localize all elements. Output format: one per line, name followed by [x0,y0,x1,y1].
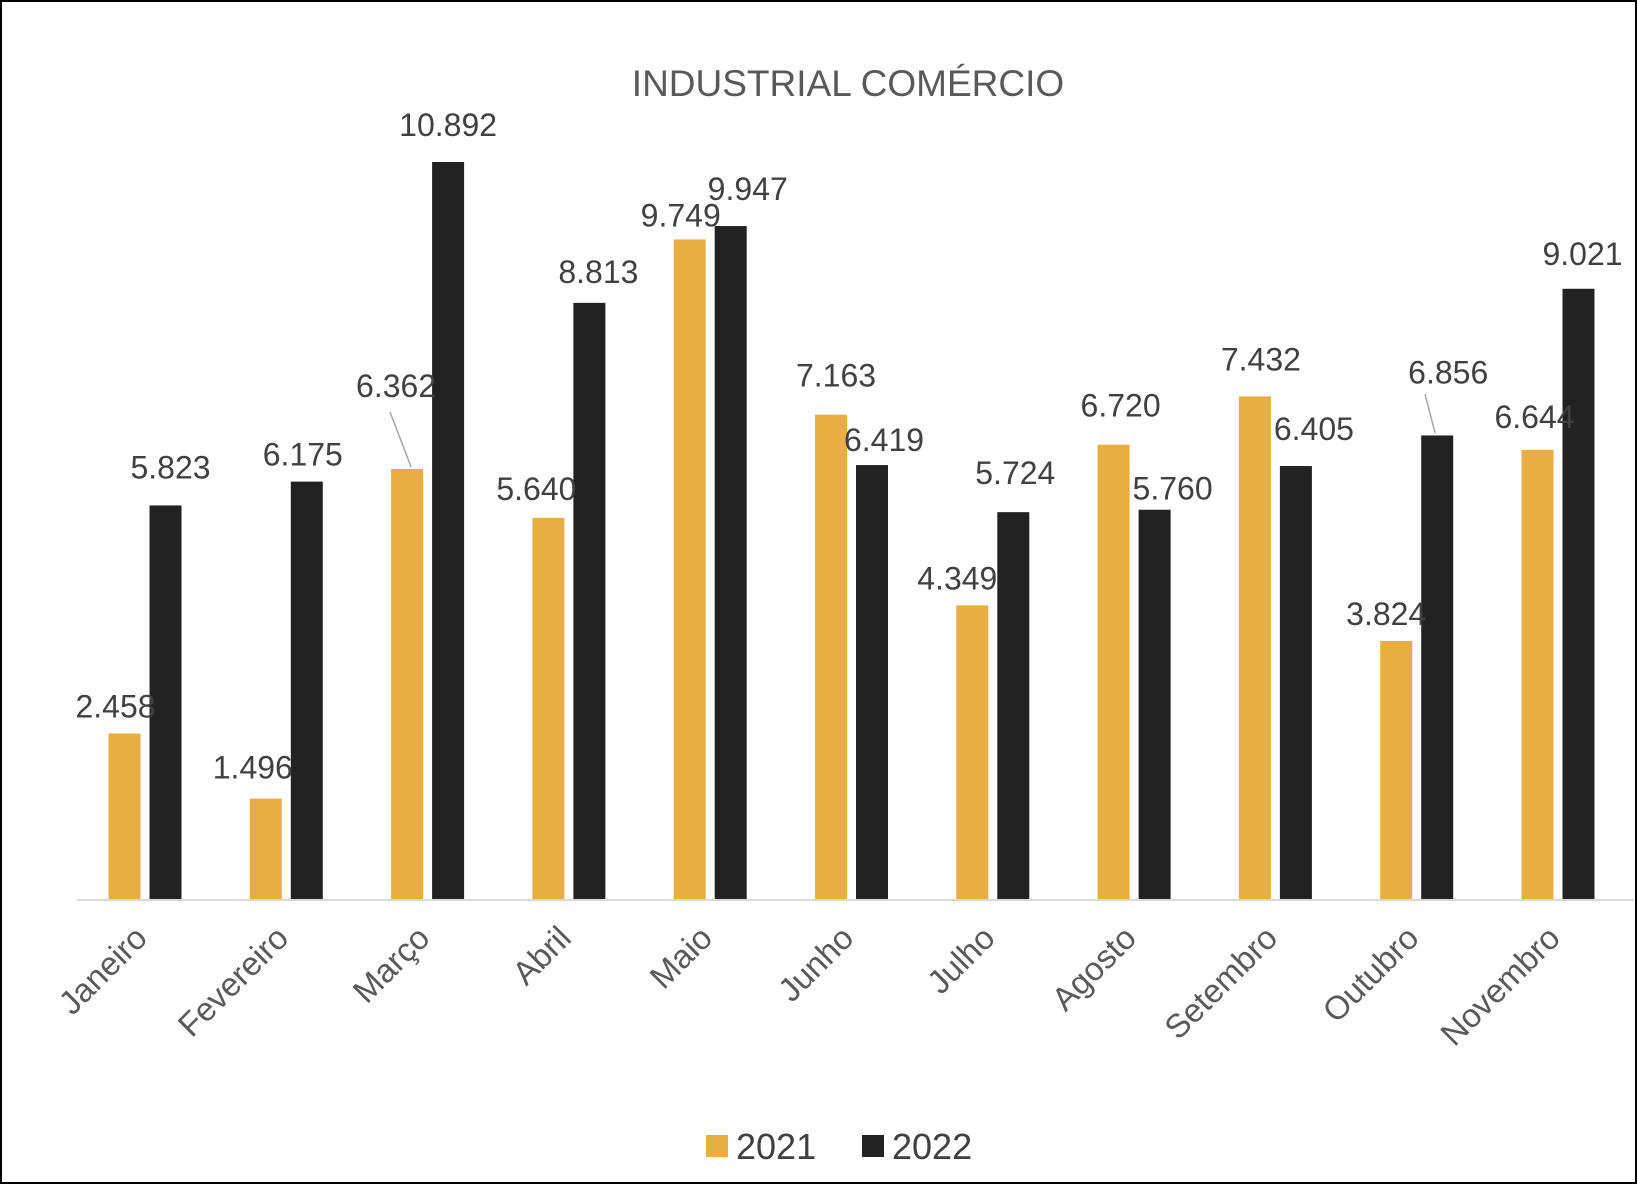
data-label-2021-0: 2.458 [75,688,155,724]
data-label-2021-2: 6.362 [356,368,436,404]
data-label-2022-7: 5.760 [1133,471,1213,507]
x-tick-label-8: Setembro [1157,919,1284,1046]
x-tick-label-6: Julho [920,919,1002,1001]
data-label-2021-6: 4.349 [917,560,997,596]
data-label-2021-4: 9.749 [641,197,721,233]
x-tick-label-9: Outubro [1315,919,1425,1029]
data-labels: 2.458 5.823 1.496 6.175 6.362 10.892 5.640 8.81… [75,107,1622,786]
data-label-2022-0: 5.823 [130,449,210,485]
bar-2022-3 [573,302,606,900]
x-axis-tick-labels: Janeiro Fevereiro Março Abril Maio Junho Julho… [51,919,1567,1053]
data-label-2021-5: 7.163 [796,358,876,394]
bar-2022-4 [714,226,747,901]
data-label-2022-6: 5.724 [975,455,1055,491]
bar-2021-8 [1238,396,1271,900]
data-label-2022-8: 6.405 [1274,411,1354,447]
x-tick-label-2: Março [346,919,437,1010]
data-label-2021-1: 1.496 [213,750,293,786]
data-label-2021-7: 6.720 [1081,388,1161,424]
data-label-2022-10: 9.021 [1542,236,1622,272]
bar-2021-0 [108,733,141,900]
bar-2021-5 [815,414,847,900]
data-label-2021-8: 7.432 [1221,341,1301,377]
x-tick-label-1: Fevereiro [171,919,296,1044]
data-label-2022-1: 6.175 [263,437,343,473]
x-tick-label-3: Abril [505,919,578,992]
data-label-2022-5: 6.419 [844,422,924,458]
bar-2021-9 [1380,640,1413,900]
bar-2022-10 [1562,288,1595,901]
chart-title: INDUSTRIAL COMÉRCIO [632,63,1064,104]
x-tick-label-5: Junho [771,919,861,1009]
data-label-2022-3: 8.813 [558,254,638,290]
x-tick-label-7: Agosto [1044,919,1143,1018]
bar-2022-0 [149,505,182,900]
legend-label-2021: 2021 [736,1126,816,1167]
data-label-2022-9: 6.856 [1408,354,1488,390]
bar-2022-2 [432,162,465,900]
x-tick-label-0: Janeiro [51,919,154,1022]
bar-2022-9 [1421,435,1454,900]
bar-2021-1 [249,798,282,900]
data-label-2021-9: 3.824 [1346,596,1426,632]
leader-line-2021-2 [389,411,412,468]
data-label-2022-4: 9.947 [708,171,788,207]
leader-lines [389,393,1436,468]
bar-2022-6 [997,512,1030,900]
leader-line-2022-9 [1424,393,1436,434]
bar-2021-7 [1097,444,1130,900]
bar-2021-4 [673,239,706,900]
bar-2021-3 [532,517,565,900]
legend: 2021 2022 [706,1126,972,1167]
x-tick-label-10: Novembro [1433,919,1567,1053]
x-tick-label-4: Maio [642,919,719,996]
bar-2021-2 [391,468,424,900]
data-label-2021-10: 6.644 [1494,399,1574,435]
bars-layer [108,162,1595,901]
bar-2021-10 [1521,449,1554,900]
bar-2022-1 [290,481,323,900]
data-label-2022-2: 10.892 [399,107,497,143]
legend-swatch-2021 [706,1135,728,1157]
legend-swatch-2022 [862,1135,884,1157]
legend-label-2022: 2022 [892,1126,972,1167]
bar-2022-5 [856,465,888,900]
data-label-2021-3: 5.640 [496,471,576,507]
bar-2022-7 [1138,509,1171,900]
bar-2022-8 [1279,466,1312,900]
bar-2021-6 [956,605,989,900]
